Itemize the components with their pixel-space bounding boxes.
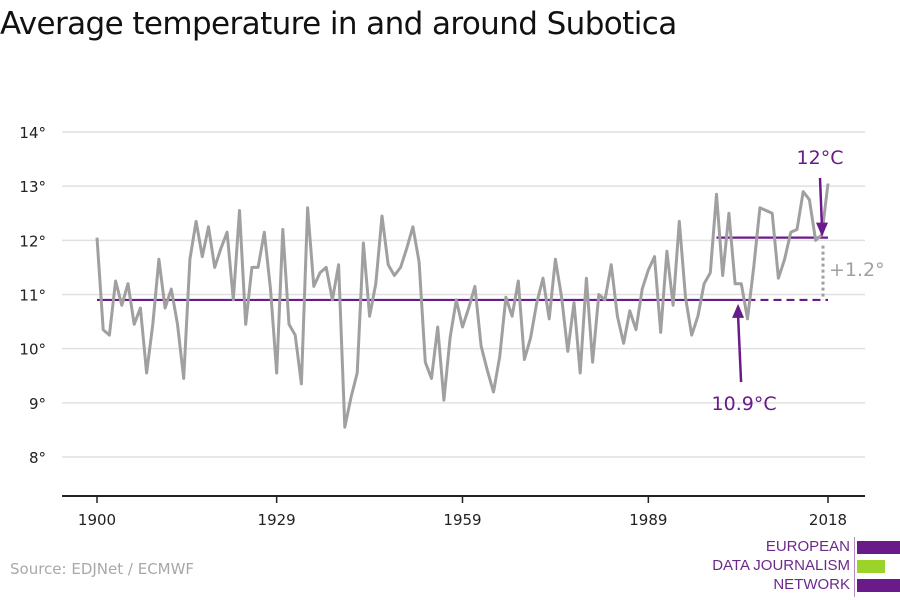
y-axis: 8° 9° 10° 11° 12° 13° 14° [19,124,46,467]
x-tick-label: 1900 [78,511,116,529]
y-tick-label: 13° [19,178,46,196]
x-tick-label: 1929 [258,511,296,529]
annotations: 12°C 10.9°C +1.2° [712,147,885,415]
y-tick-label: 8° [29,449,46,467]
logo-bar-purple-top [857,541,900,554]
logo-bar-green [857,560,885,573]
logo-divider [854,537,855,597]
annotation-109c-arrow-shaft [736,315,743,383]
y-tick-label: 10° [19,341,46,359]
logo-line-1: EUROPEAN [765,538,850,555]
chart-title: Average temperature in and around Suboti… [0,6,677,42]
down-arrow-icon [816,222,828,237]
annotation-109c-label: 10.9°C [712,393,777,415]
x-tick-label: 1959 [443,511,481,529]
reference-lines [97,236,828,302]
series-layer [95,183,830,429]
x-axis: 1900 1929 1959 1989 2018 [62,495,865,529]
edjnet-logo: EUROPEAN DATA JOURNALISM NETWORK [700,537,900,597]
annotation-12c-arrow-shaft [818,177,824,228]
y-tick-label: 14° [19,124,46,142]
logo-line-2: DATA JOURNALISM [712,557,850,574]
logo-line-3: NETWORK [773,576,850,593]
y-tick-label: 12° [19,232,46,250]
up-arrow-icon [732,303,745,318]
delta-label: +1.2° [829,259,885,281]
temperature-line [95,183,830,429]
y-tick-label: 11° [19,287,46,305]
grid-lines [62,131,865,458]
annotation-12c-label: 12°C [797,147,844,169]
x-tick-label: 1989 [629,511,667,529]
source-note: Source: EDJNet / ECMWF [10,560,195,578]
logo-bar-purple-bottom [857,579,900,592]
y-tick-label: 9° [29,395,46,413]
x-tick-label: 2018 [809,511,847,529]
